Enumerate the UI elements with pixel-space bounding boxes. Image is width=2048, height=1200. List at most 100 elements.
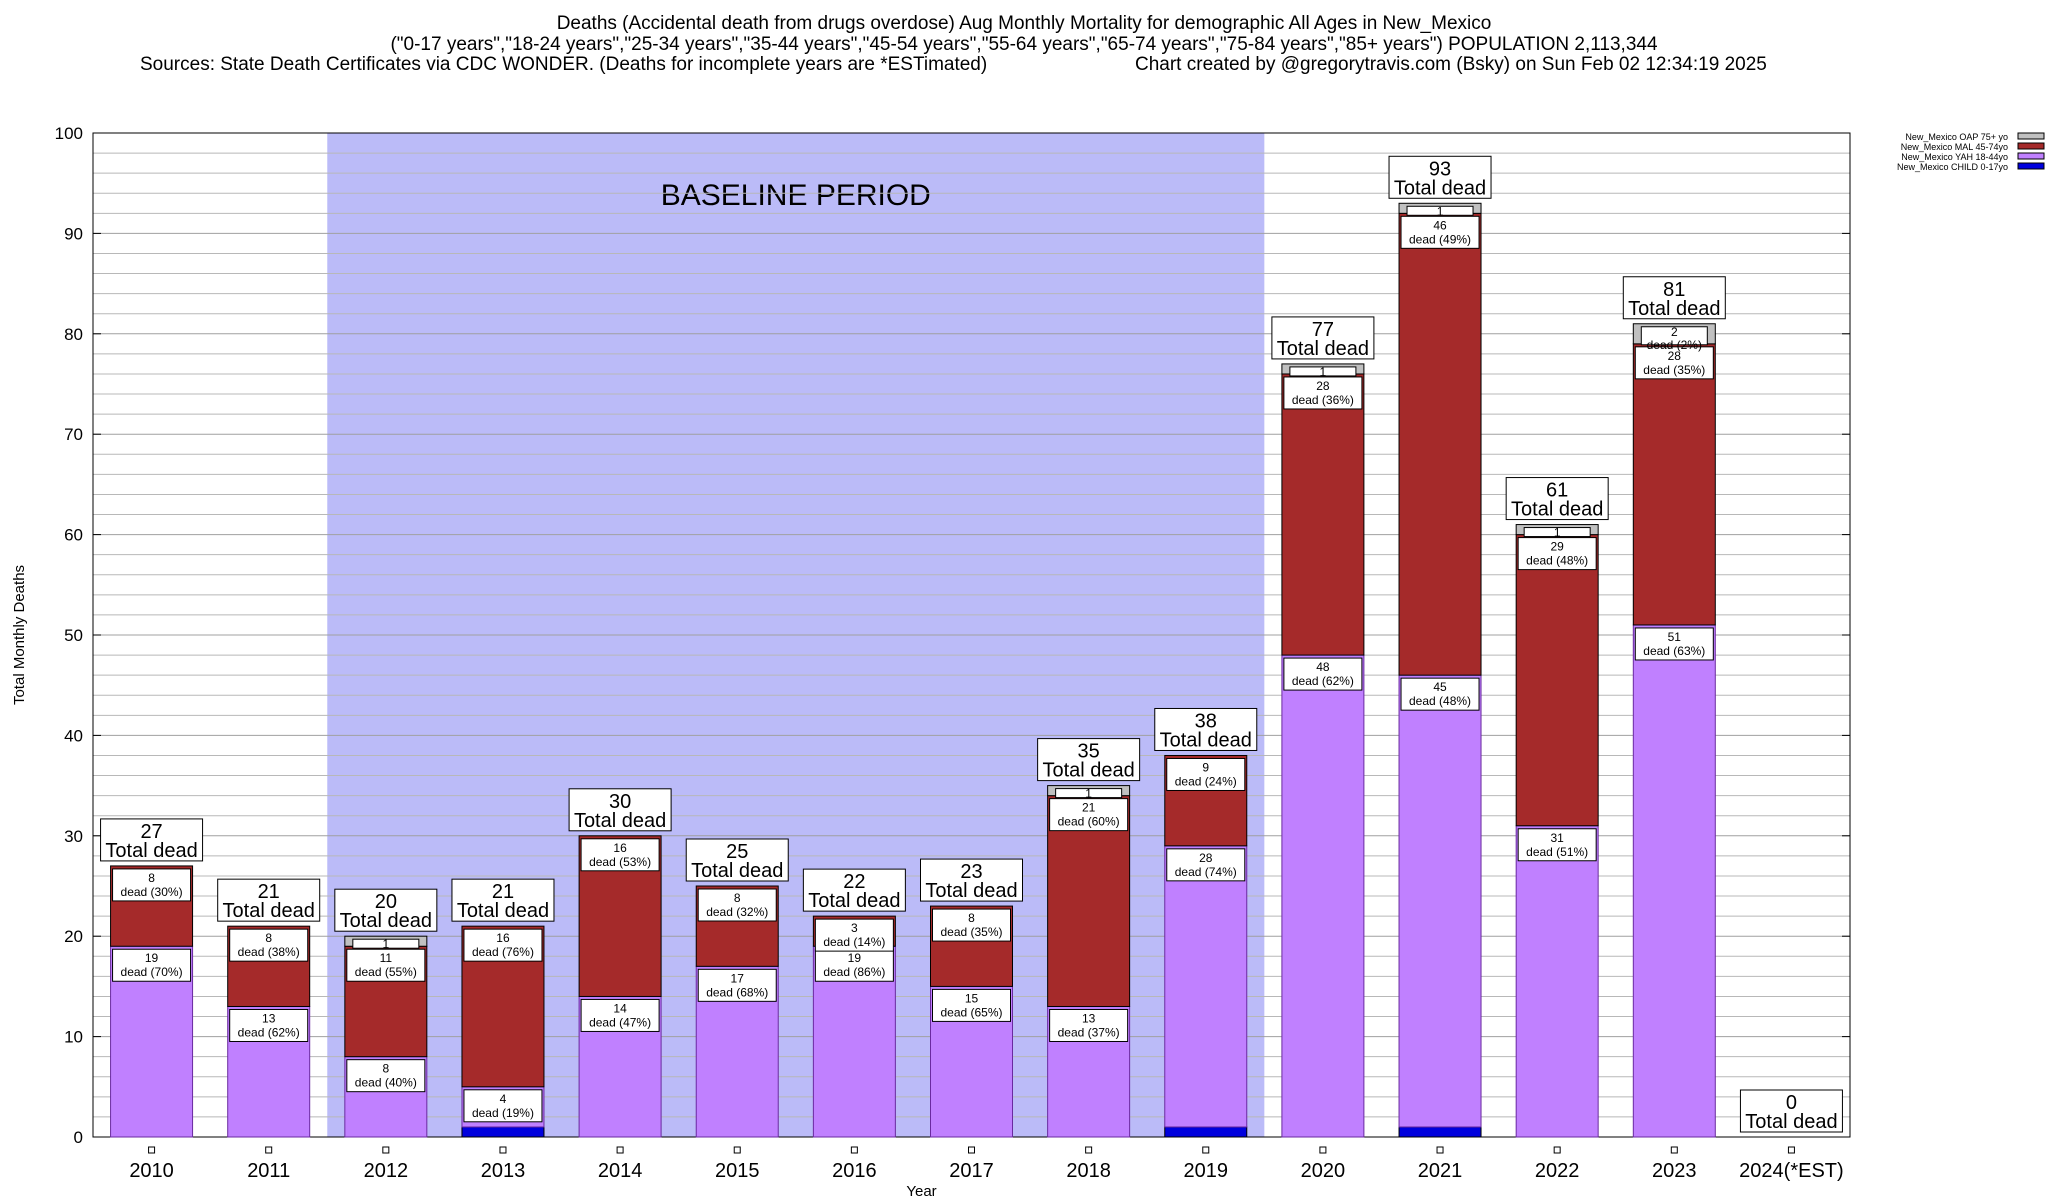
segment-value-yah: 48: [1316, 660, 1330, 674]
segment-label-box-yah: [1283, 657, 1363, 691]
segment-pct-mal: dead (76%): [472, 945, 534, 959]
segment-label-box-mal: [814, 918, 894, 952]
y-tick-label: 70: [64, 425, 83, 444]
legend-label-yah: New_Mexico YAH 18-44yo: [1901, 152, 2008, 162]
total-label-box: [100, 818, 204, 862]
segment-label-box-yah: [1166, 848, 1246, 882]
segment-value-yah: 8: [382, 1062, 389, 1076]
segment-label-box-yah: [814, 948, 894, 982]
total-value: 0: [1786, 1092, 1797, 1114]
total-dead-label: Total dead: [457, 900, 549, 922]
total-value: 35: [1078, 741, 1100, 763]
x-tick-label: 2013: [481, 1160, 526, 1182]
legend-label-mal: New_Mexico MAL 45-74yo: [1901, 142, 2008, 152]
segment-label-box-oap: [1406, 205, 1474, 216]
total-dead-label: Total dead: [1511, 499, 1603, 521]
total-value: 77: [1312, 319, 1334, 341]
total-value: 93: [1429, 158, 1451, 180]
total-label-box: [334, 888, 438, 932]
segment-value-oap: 1: [1437, 204, 1444, 218]
total-dead-label: Total dead: [1745, 1111, 1837, 1133]
segment-pct-yah: dead (48%): [1409, 694, 1471, 708]
segment-pct-yah: dead (47%): [589, 1015, 651, 1029]
segment-pct-yah: dead (40%): [355, 1076, 417, 1090]
y-tick-label: 10: [64, 1028, 83, 1047]
bar-segment-yah: [1398, 674, 1482, 1128]
x-tick-label: 2016: [832, 1160, 877, 1182]
segment-value-oap: 1: [1320, 365, 1327, 379]
segment-pct-mal: dead (48%): [1526, 554, 1588, 568]
segment-label-box-yah: [1634, 627, 1714, 661]
y-tick-label: 40: [64, 726, 83, 745]
segment-value-oap: 1: [1554, 526, 1561, 540]
bar-segment-child: [1398, 1126, 1482, 1138]
total-label-box: [1505, 477, 1609, 521]
segment-pct-yah: dead (19%): [472, 1106, 534, 1120]
segment-pct-yah: dead (74%): [1175, 865, 1237, 879]
segment-value-mal: 9: [1202, 760, 1209, 774]
x-tick-marker: [1319, 1146, 1327, 1154]
segment-pct-mal: dead (53%): [589, 855, 651, 869]
y-tick-label: 30: [64, 827, 83, 846]
y-tick-label: 0: [74, 1128, 83, 1147]
segment-value-mal: 28: [1316, 379, 1330, 393]
segment-label-box-mal: [932, 908, 1011, 942]
total-value: 21: [258, 881, 280, 903]
segment-value-mal: 8: [148, 871, 155, 885]
segment-label-box-mal: [580, 838, 660, 872]
total-value: 23: [960, 861, 982, 883]
segment-pct-yah: dead (65%): [940, 1005, 1002, 1019]
segment-value-mal: 16: [613, 841, 627, 855]
segment-value-yah: 31: [1550, 831, 1564, 845]
x-tick-marker: [1670, 1146, 1678, 1154]
total-value: 61: [1546, 480, 1568, 502]
x-tick-marker: [968, 1146, 975, 1154]
x-tick-label: 2017: [949, 1160, 994, 1182]
segment-label-box-oap: [352, 938, 420, 949]
total-dead-label: Total dead: [223, 900, 315, 922]
segment-label-box-yah: [346, 1059, 426, 1093]
segment-label-box-yah: [1517, 828, 1597, 862]
x-tick-label: 2021: [1418, 1160, 1463, 1182]
total-label-box: [920, 858, 1023, 902]
total-dead-label: Total dead: [1628, 298, 1720, 320]
x-tick-marker: [1202, 1146, 1210, 1154]
total-value: 38: [1195, 710, 1217, 732]
total-value: 22: [843, 871, 865, 893]
bar-segment-child: [1164, 1126, 1248, 1138]
segment-pct-yah: dead (37%): [1058, 1025, 1120, 1039]
segment-pct-mal: dead (35%): [1643, 363, 1705, 377]
x-tick-marker: [499, 1146, 507, 1154]
x-tick-label: 2011: [247, 1160, 290, 1182]
chart-title: Deaths (Accidental death from drugs over…: [556, 13, 1492, 34]
segment-pct-mal: dead (60%): [1058, 815, 1120, 829]
x-tick-marker: [1553, 1146, 1561, 1154]
segment-value-mal: 11: [380, 951, 393, 965]
total-value: 21: [492, 881, 514, 903]
x-tick-marker: [616, 1146, 624, 1154]
x-tick-label: 2023: [1652, 1160, 1697, 1182]
total-dead-label: Total dead: [1277, 338, 1369, 360]
segment-label-box-mal: [229, 928, 309, 962]
x-tick-label: 2022: [1535, 1160, 1580, 1182]
segment-value-yah: 45: [1433, 680, 1447, 694]
segment-label-box-mal: [1634, 346, 1714, 380]
segment-pct-mal: dead (35%): [940, 925, 1002, 939]
segment-label-box-mal: [463, 928, 543, 962]
y-tick-label: 90: [64, 224, 83, 243]
total-dead-label: Total dead: [691, 860, 783, 882]
total-label-box: [1154, 707, 1258, 751]
x-tick-label: 2015: [715, 1160, 760, 1182]
segment-pct-mal: dead (30%): [121, 885, 183, 899]
segment-label-box-yah: [1400, 677, 1480, 711]
x-tick-marker: [148, 1146, 156, 1154]
segment-pct-yah: dead (70%): [121, 965, 183, 979]
legend-label-oap: New_Mexico OAP 75+ yo: [1905, 132, 2008, 142]
